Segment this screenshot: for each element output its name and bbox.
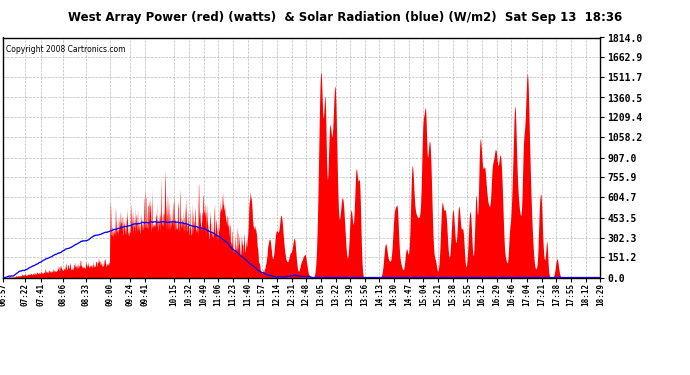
Text: Copyright 2008 Cartronics.com: Copyright 2008 Cartronics.com — [6, 45, 126, 54]
Text: West Array Power (red) (watts)  & Solar Radiation (blue) (W/m2)  Sat Sep 13  18:: West Array Power (red) (watts) & Solar R… — [68, 11, 622, 24]
